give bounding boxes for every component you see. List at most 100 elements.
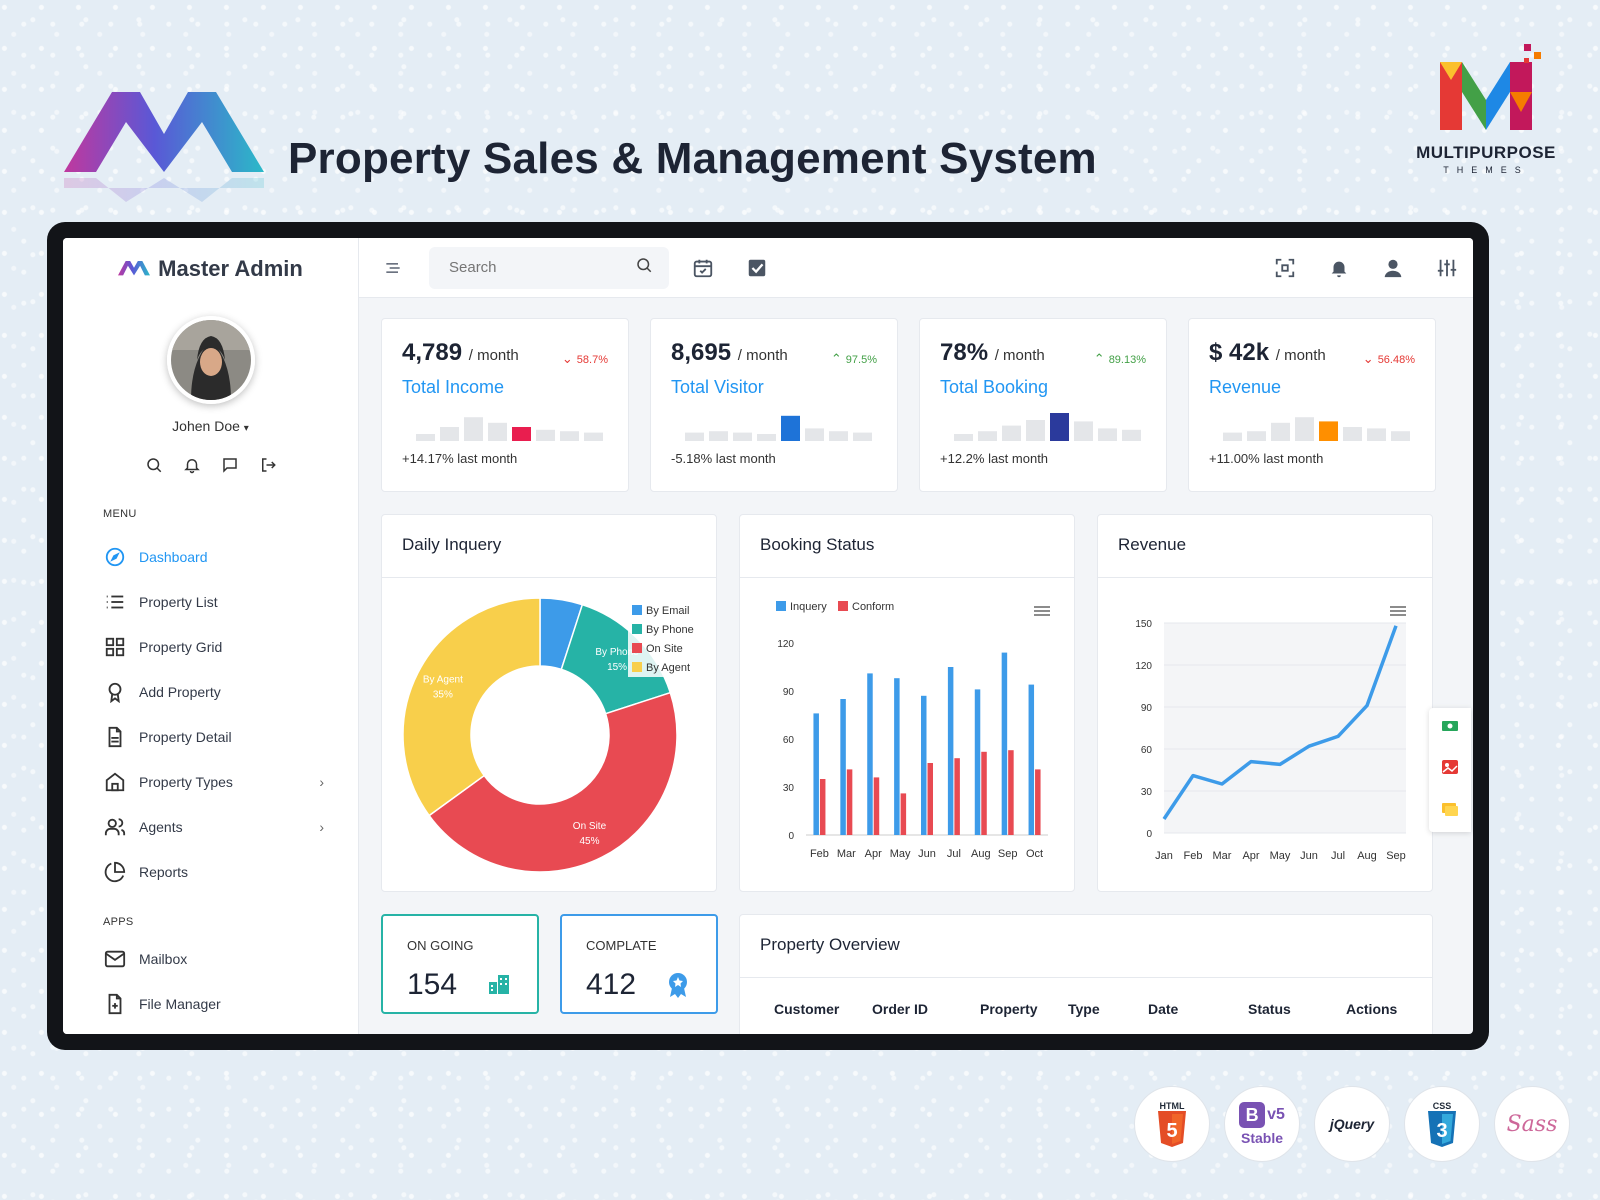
mini-bar	[733, 432, 752, 441]
x-tick-label: Aug	[971, 848, 991, 860]
fullscreen-icon[interactable]	[1273, 256, 1297, 280]
bar	[1028, 684, 1035, 835]
calendar-icon[interactable]	[691, 256, 715, 280]
x-tick-label: Jun	[1300, 850, 1318, 862]
multipurpose-logo-icon	[1440, 44, 1541, 130]
chevron-down-icon: ⌄	[561, 351, 573, 366]
card-title: Booking Status	[760, 535, 875, 554]
ongoing-label: ON GOING	[407, 938, 474, 953]
sidebar-item-file-manager[interactable]: File Manager	[63, 981, 358, 1026]
stat-value: 78% / month	[940, 339, 1045, 366]
sidebar-item-label: Property Types	[139, 773, 233, 790]
column-header[interactable]: Date	[1148, 1001, 1179, 1017]
menu-toggle-icon[interactable]	[381, 256, 405, 280]
column-header[interactable]: Actions	[1346, 1001, 1398, 1017]
chevron-up-icon: ⌃	[830, 351, 842, 366]
x-tick-label: Jun	[918, 848, 936, 860]
complate-card[interactable]: COMPLATE 412	[560, 914, 718, 1014]
checkbox-icon[interactable]	[745, 256, 769, 280]
notification-icon[interactable]	[1327, 256, 1351, 280]
stat-card[interactable]: 8,695 / month ⌃ 97.5% Total Visitor -5.18…	[650, 318, 898, 492]
stat-mini-bar-chart	[416, 417, 603, 441]
sidebar-item-dashboard[interactable]: Dashboard	[63, 534, 358, 579]
y-tick-label: 150	[1135, 619, 1152, 630]
sidebar-item-reports[interactable]: Reports	[63, 849, 358, 894]
username-label: Johen Doe	[172, 418, 240, 434]
x-tick-label: May	[1270, 850, 1291, 862]
sidebar-item-add-property[interactable]: Add Property	[63, 669, 358, 714]
stat-label: Total Income	[402, 377, 505, 397]
stat-value: 8,695 / month	[671, 339, 788, 366]
logout-icon[interactable]	[259, 456, 277, 474]
bar	[846, 769, 853, 835]
mini-bar	[1074, 421, 1093, 441]
stat-card[interactable]: $ 42k / month ⌄ 56.48% Revenue +11.00% la…	[1188, 318, 1436, 492]
money-icon[interactable]	[1441, 719, 1459, 738]
sidebar-item-property-grid[interactable]: Property Grid	[63, 624, 358, 669]
x-tick-label: Apr	[865, 848, 882, 860]
chat-icon[interactable]	[1441, 801, 1459, 822]
column-header[interactable]: Property	[980, 1001, 1038, 1017]
app-screen: Master Admin Johen Doe ▾	[63, 238, 1473, 1034]
stat-value: $ 42k / month	[1209, 339, 1326, 366]
search-icon[interactable]	[145, 456, 163, 474]
column-header[interactable]: Status	[1248, 1001, 1291, 1017]
pie-data-label: 35%	[433, 690, 453, 701]
floating-toolbar	[1429, 708, 1471, 832]
pie-data-label: 15%	[607, 662, 627, 673]
plot-area	[1164, 623, 1406, 833]
image-icon[interactable]	[1441, 759, 1459, 780]
column-header[interactable]: Order ID	[872, 1001, 929, 1017]
sidebar-item-label: Property Detail	[139, 728, 232, 745]
stat-delta: ⌄ 56.48%	[1362, 351, 1415, 366]
bell-icon[interactable]	[183, 456, 201, 474]
message-icon[interactable]	[221, 456, 239, 474]
search-input[interactable]	[449, 259, 619, 276]
revenue-chart-card: Revenue 0 30 60 90 120 150 Jan Feb Mar Apr May Jun J…	[1097, 514, 1433, 892]
mini-bar	[1098, 428, 1117, 441]
grid-icon	[103, 635, 127, 659]
bar	[1008, 750, 1014, 835]
sidebar-item-property-list[interactable]: Property List	[63, 579, 358, 624]
sidebar-item-property-types[interactable]: Property Types ›	[63, 759, 358, 804]
mini-bar	[1367, 428, 1386, 441]
sass-icon: Sass	[1506, 1111, 1558, 1137]
css3-badge: CSS 3	[1404, 1086, 1480, 1162]
settings-sliders-icon[interactable]	[1435, 256, 1459, 280]
column-header[interactable]: Customer	[774, 1001, 840, 1017]
y-tick-label: 0	[1146, 829, 1152, 840]
user-menu[interactable]: Johen Doe ▾	[63, 418, 358, 434]
mini-bar	[781, 415, 800, 441]
mini-bar	[464, 417, 483, 441]
tech-badges: HTML 5 B v5 Stable jQuery CSS 3 Sass	[1134, 1086, 1570, 1162]
promo-title: Property Sales & Management System	[288, 134, 1097, 183]
stat-card[interactable]: 78% / month ⌃ 89.13% Total Booking +12.2%…	[919, 318, 1167, 492]
card-divider	[740, 977, 1432, 978]
mini-bar	[978, 431, 997, 441]
sidebar-brand[interactable]: Master Admin	[63, 238, 358, 300]
stat-card[interactable]: 4,789 / month ⌄ 58.7% Total Income +14.17…	[381, 318, 629, 492]
sidebar-item-property-detail[interactable]: Property Detail	[63, 714, 358, 759]
stat-label: Total Visitor	[671, 377, 764, 397]
ongoing-card[interactable]: ON GOING 154	[381, 914, 539, 1014]
user-icon[interactable]	[1381, 256, 1405, 280]
sass-badge: Sass	[1494, 1086, 1570, 1162]
sidebar-quick-icons	[63, 456, 358, 474]
sidebar-item-agents[interactable]: Agents ›	[63, 804, 358, 849]
complate-label: COMPLATE	[586, 938, 657, 953]
y-tick-label: 60	[783, 735, 795, 746]
chevron-up-icon: ⌃	[1093, 351, 1105, 366]
bar	[947, 667, 954, 835]
topbar	[359, 238, 1473, 298]
bar	[813, 713, 819, 835]
mini-bar	[954, 434, 973, 441]
stat-mini-bar-chart	[685, 415, 872, 441]
search-icon[interactable]	[635, 256, 653, 279]
column-header[interactable]: Type	[1068, 1001, 1100, 1017]
avatar[interactable]	[166, 316, 255, 404]
mini-bar	[709, 431, 728, 441]
sidebar-item-mailbox[interactable]: Mailbox	[63, 936, 358, 981]
css3-icon: 3	[1428, 1111, 1456, 1147]
mini-bar	[1223, 432, 1242, 441]
card-title: Daily Inquery	[402, 535, 502, 554]
